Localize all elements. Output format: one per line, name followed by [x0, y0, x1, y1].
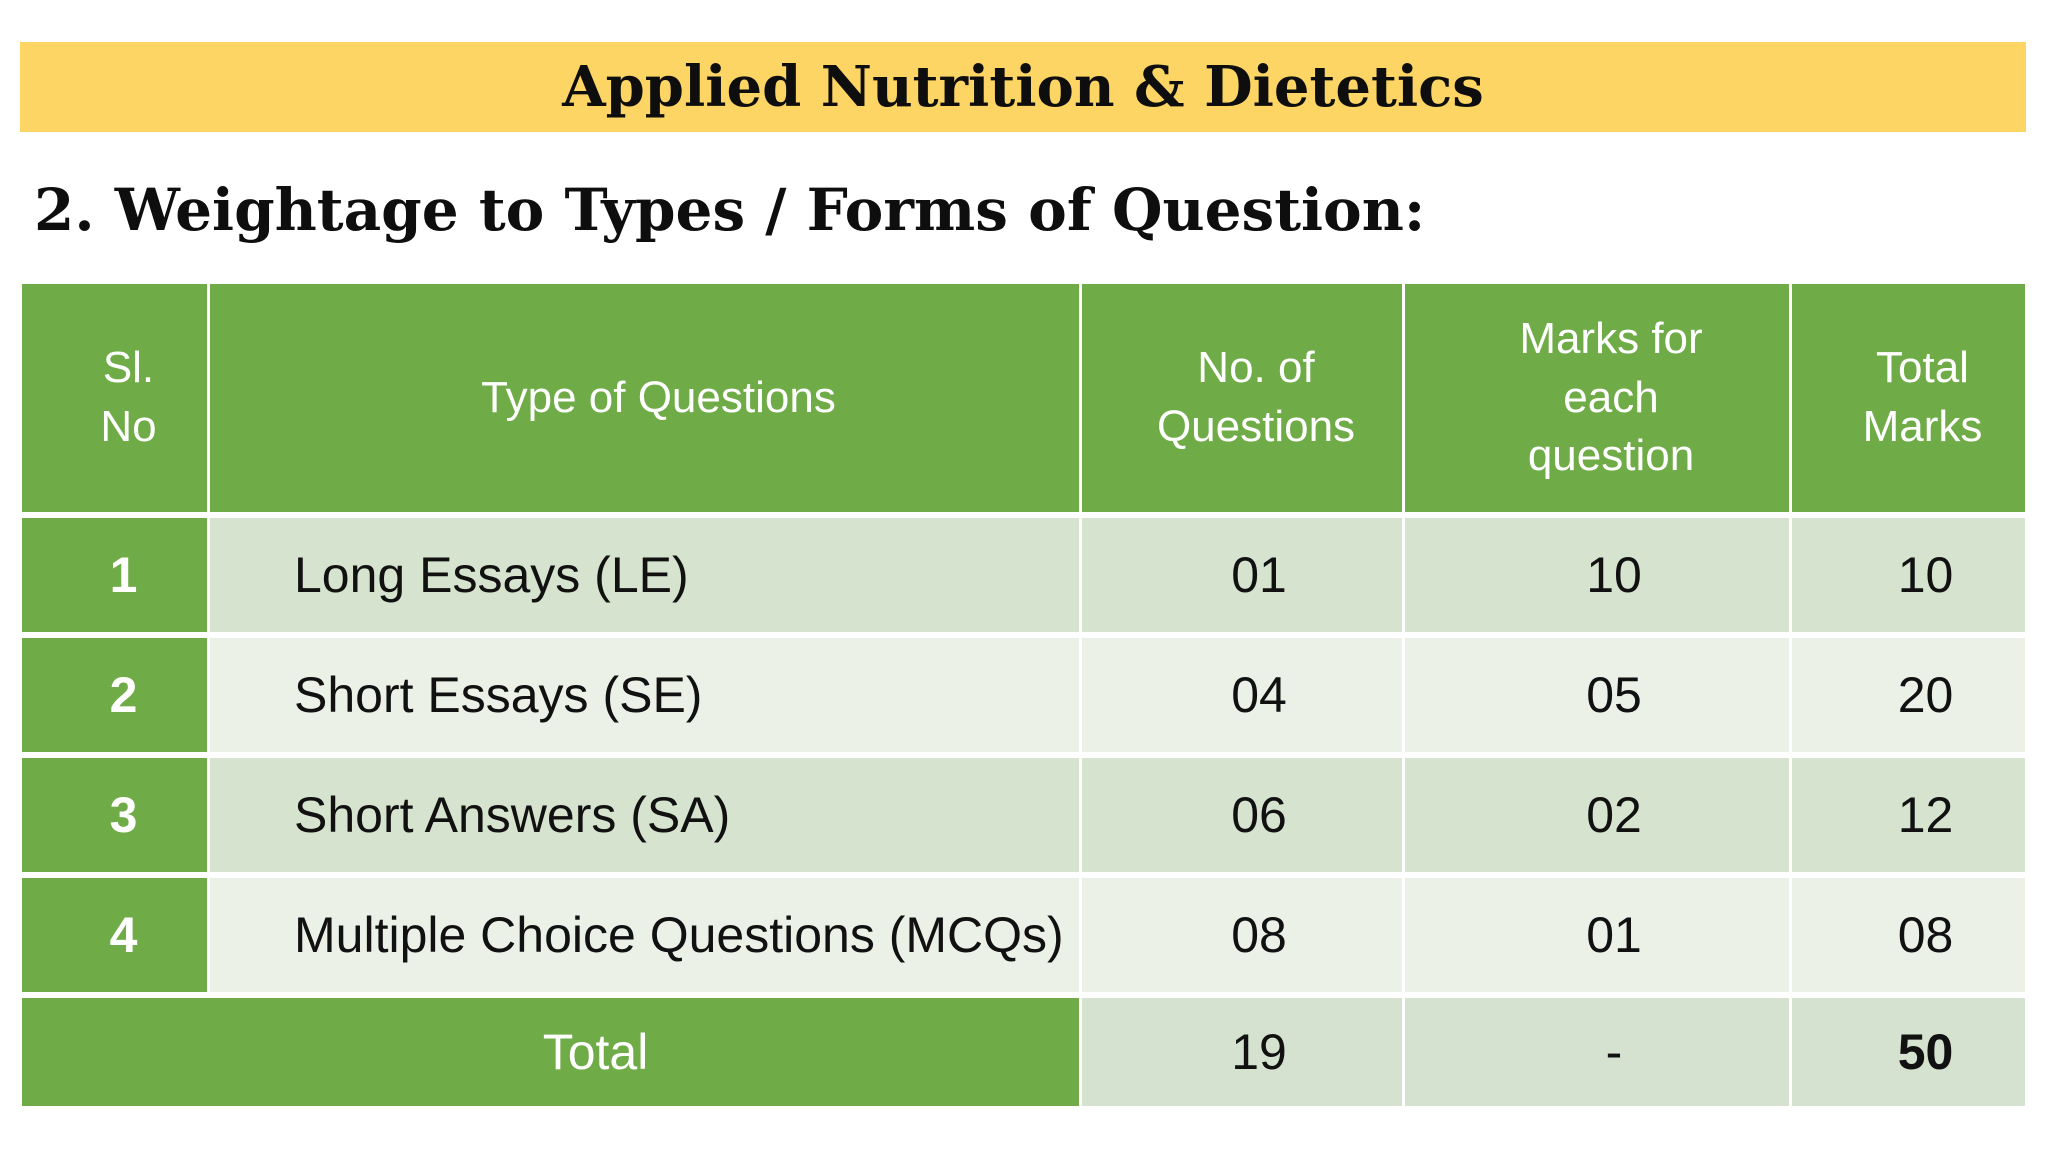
cell-num: 04 [1082, 638, 1402, 752]
cell-total-label: Total [22, 998, 1079, 1106]
cell-sl-no: 4 [22, 878, 207, 992]
cell-total-marks: 20 [1792, 638, 2025, 752]
cell-marks-each: 01 [1405, 878, 1789, 992]
cell-sl-no: 2 [22, 638, 207, 752]
cell-total-num: 19 [1082, 998, 1402, 1106]
cell-sl-no: 1 [22, 518, 207, 632]
cell-total-marks: 12 [1792, 758, 2025, 872]
title-bar: Applied Nutrition & Dietetics [20, 42, 2026, 132]
cell-marks-each: 02 [1405, 758, 1789, 872]
cell-total-marks: 08 [1792, 878, 2025, 992]
cell-marks-each: 10 [1405, 518, 1789, 632]
header-cell-num: No. of Questions [1082, 284, 1402, 512]
cell-type: Multiple Choice Questions (MCQs) [210, 878, 1079, 992]
section-heading: 2. Weightage to Types / Forms of Questio… [34, 176, 1426, 244]
cell-type: Short Essays (SE) [210, 638, 1079, 752]
header-cell-sl-no: Sl. No [22, 284, 207, 512]
cell-total-grand: 50 [1792, 998, 2025, 1106]
cell-type: Long Essays (LE) [210, 518, 1079, 632]
cell-num: 08 [1082, 878, 1402, 992]
weightage-table: Sl. No Type of Questions No. of Question… [22, 284, 2025, 1106]
page-title: Applied Nutrition & Dietetics [562, 54, 1484, 120]
cell-sl-no: 3 [22, 758, 207, 872]
header-cell-marks-each: Marks for each question [1405, 284, 1789, 512]
cell-type: Short Answers (SA) [210, 758, 1079, 872]
cell-total-marks-each: - [1405, 998, 1789, 1106]
cell-marks-each: 05 [1405, 638, 1789, 752]
cell-num: 01 [1082, 518, 1402, 632]
header-cell-total-marks: Total Marks [1792, 284, 2025, 512]
cell-total-marks: 10 [1792, 518, 2025, 632]
cell-num: 06 [1082, 758, 1402, 872]
header-cell-type: Type of Questions [210, 284, 1079, 512]
